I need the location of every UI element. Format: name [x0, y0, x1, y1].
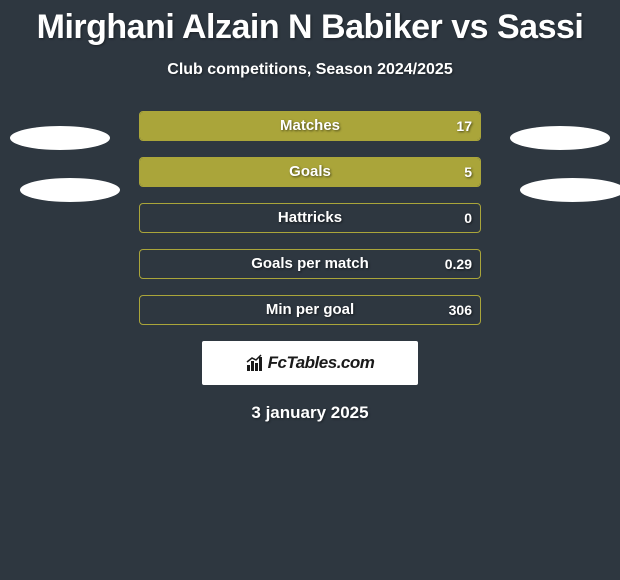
stat-bar-label: Goals [140, 158, 480, 186]
stat-bar-row: Goals5 [139, 157, 481, 187]
subtitle: Club competitions, Season 2024/2025 [0, 61, 620, 79]
stat-bar-value: 306 [449, 296, 472, 324]
stat-bar-value: 5 [464, 158, 472, 186]
stat-bar-value: 0 [464, 204, 472, 232]
stat-bar-row: Min per goal306 [139, 295, 481, 325]
stat-bar-label: Hattricks [140, 204, 480, 232]
fctables-logo: FcTables.com [202, 341, 418, 385]
stat-bar-label: Goals per match [140, 250, 480, 278]
player2-photo-placeholder-2 [520, 178, 620, 202]
stat-bar-value: 0.29 [445, 250, 472, 278]
stat-bar-row: Matches17 [139, 111, 481, 141]
stat-bar-label: Matches [140, 112, 480, 140]
stat-bar-row: Hattricks0 [139, 203, 481, 233]
logo-text: FcTables.com [268, 353, 375, 373]
date-label: 3 january 2025 [0, 403, 620, 423]
player1-photo-placeholder [10, 126, 110, 150]
stat-bar-label: Min per goal [140, 296, 480, 324]
bar-chart-icon [246, 354, 264, 372]
stat-bar-value: 17 [456, 112, 472, 140]
player1-photo-placeholder-2 [20, 178, 120, 202]
player2-photo-placeholder [510, 126, 610, 150]
stat-bar-row: Goals per match0.29 [139, 249, 481, 279]
stats-bar-chart: Matches17 Goals5 Hattricks0 Goals per match… [139, 111, 481, 325]
page-title: Mirghani Alzain N Babiker vs Sassi [0, 0, 620, 47]
